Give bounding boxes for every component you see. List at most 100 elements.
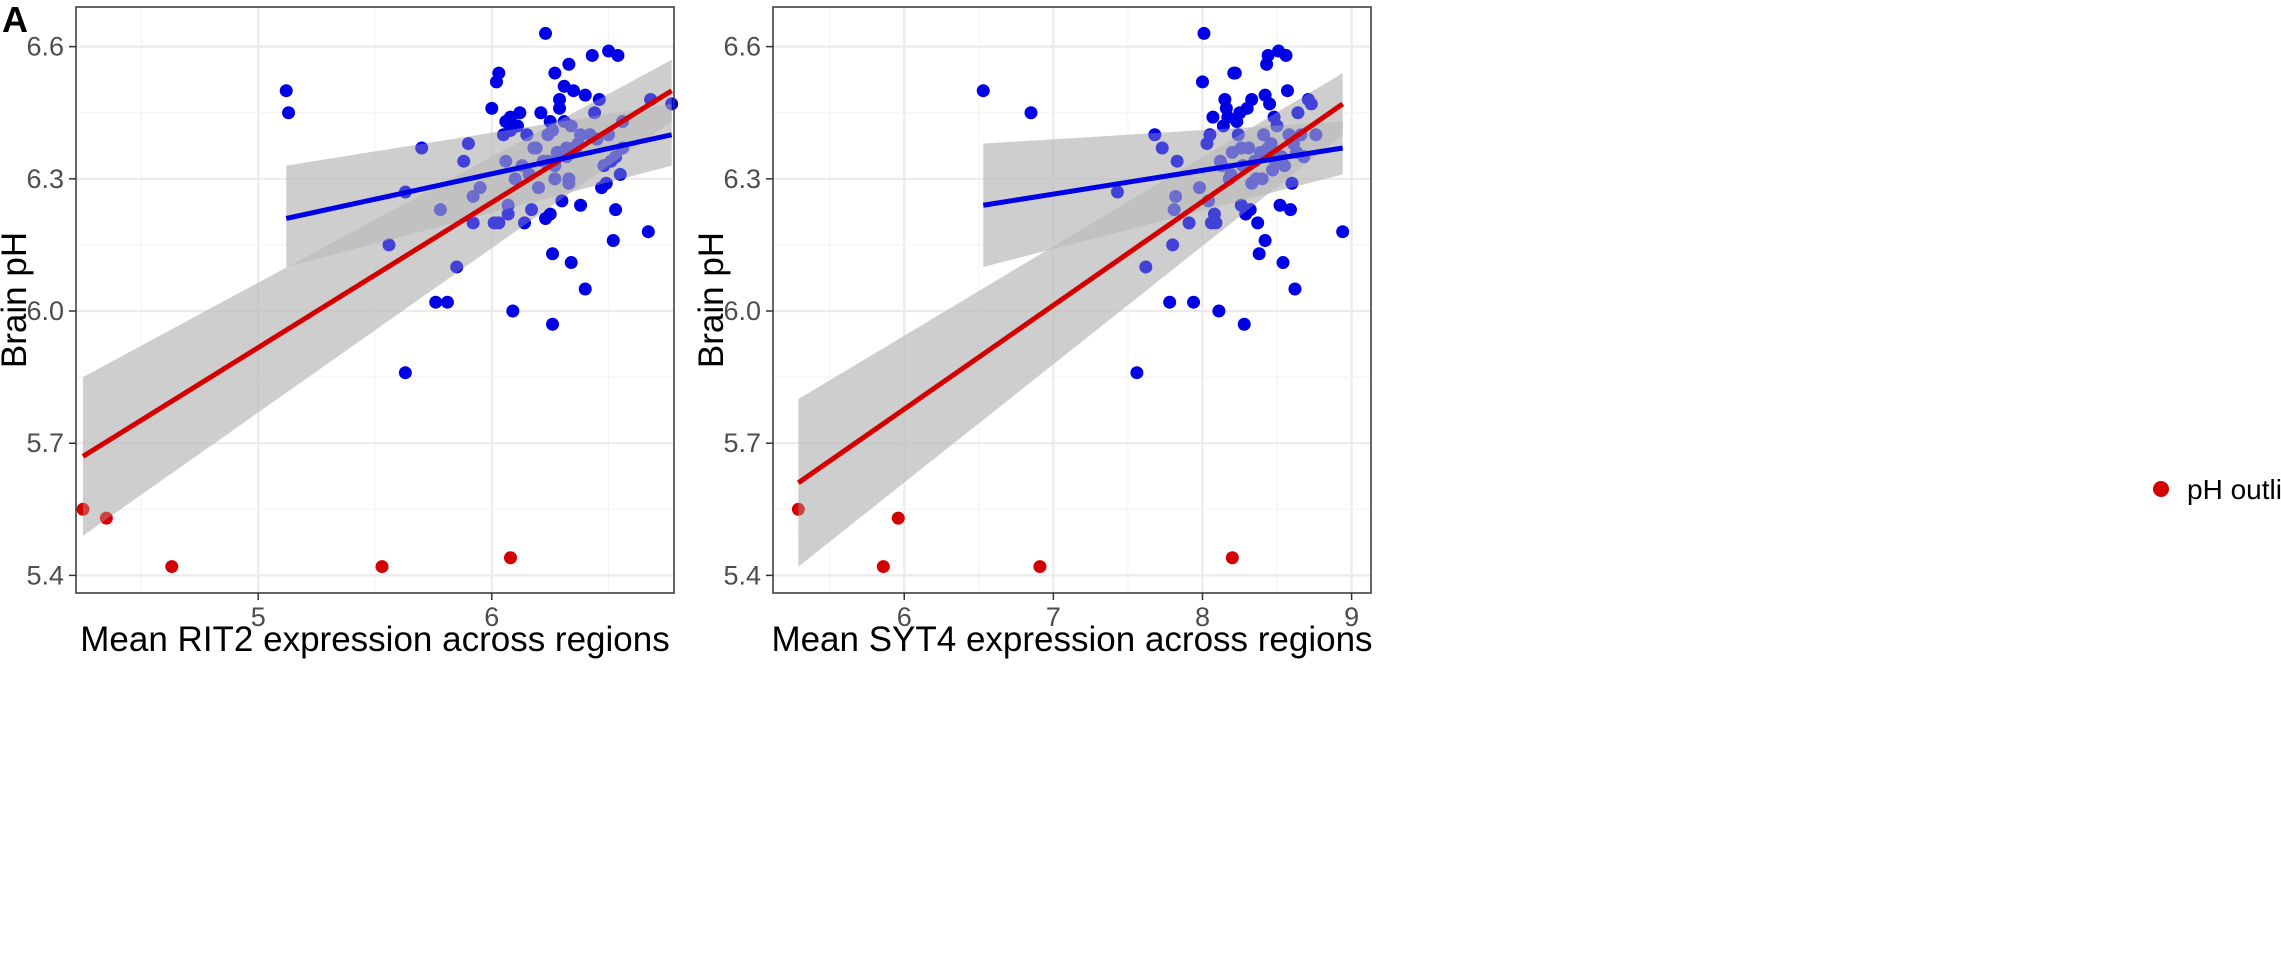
panel-b-y-tick-label: 5.7 <box>723 428 761 458</box>
panel-b-inlier-point <box>1261 48 1275 62</box>
panel-b-inlier-point <box>1304 97 1318 111</box>
panel-a-y-tick-label: 5.7 <box>26 428 64 458</box>
panel-b-inlier-point <box>1243 203 1257 217</box>
panel-a-inlier-point <box>508 172 522 186</box>
panel-a-y-tick-label: 6.6 <box>26 32 64 62</box>
panel-a-inlier-point <box>599 176 613 190</box>
panel-b-ci-overlay-fit_inliers <box>983 121 1343 267</box>
panel-b-inlier-point <box>1264 137 1278 151</box>
panel-b-y-axis-title: Brain pH <box>692 232 731 368</box>
panel-b-inlier-point <box>1209 216 1223 230</box>
panel-b-inlier-point <box>1288 282 1302 296</box>
panel-a-inlier-point <box>466 189 480 203</box>
panel-a-inlier-point <box>415 141 429 155</box>
panel-b-inlier-point <box>1257 128 1271 142</box>
panel-b-inlier-point <box>1263 97 1277 111</box>
panel-b-inlier-point <box>1270 119 1284 133</box>
panel-b-inlier-point <box>1258 234 1272 248</box>
panel-a-inlier-point <box>485 101 499 115</box>
panel-b-inlier-point <box>1228 66 1242 80</box>
panel-a-outlier-point <box>503 551 517 565</box>
panel-b-inlier-point <box>1187 295 1201 309</box>
panel-a-outlier-point <box>165 560 179 574</box>
panel-a-inlier-point <box>532 181 546 195</box>
legend-key-ph-outliers <box>2153 481 2169 497</box>
panel-b-inlier-point <box>1245 93 1259 107</box>
panel-a-fit-line-fit_all <box>81 88 673 459</box>
panel-a-inlier-point <box>382 238 396 252</box>
panel-a-x-axis-title: Mean RIT2 expression across regions <box>80 620 669 659</box>
panel-b-inlier-point <box>1197 26 1211 40</box>
panel-a-inlier-point <box>501 207 515 221</box>
panel-a-inlier-point <box>553 93 567 107</box>
panel-a-inlier-point <box>525 203 539 217</box>
panel-b-inlier-point <box>1231 128 1245 142</box>
panel-a-inlier-point <box>574 128 588 142</box>
panel-b-inlier-point <box>1285 176 1299 190</box>
panel-b-inlier-point <box>1291 106 1305 120</box>
panel-a-inlier-point <box>546 123 560 137</box>
panel-b-inlier-point <box>1255 172 1269 186</box>
panel-a-inlier-point <box>510 119 524 133</box>
panel-a-inlier-point <box>606 234 620 248</box>
panel-b-inlier-point <box>1139 260 1153 274</box>
panel-a-inlier-point <box>609 150 623 164</box>
panel-a-inlier-point <box>450 260 464 274</box>
panel-b-inlier-point <box>1273 198 1287 212</box>
panel-b-outlier-point <box>876 560 890 574</box>
panel-a-inlier-point <box>282 106 296 120</box>
panel-a-inlier-point <box>585 48 599 62</box>
panel-b-inlier-point <box>1163 295 1177 309</box>
panel-a-inlier-point <box>433 203 447 217</box>
panel-a-inlier-point <box>574 198 588 212</box>
panel-a-inlier-point <box>461 137 475 151</box>
panel-a-inlier-point <box>641 225 655 239</box>
panel-a-inlier-point <box>492 66 506 80</box>
panel-a-inlier-point <box>529 141 543 155</box>
panel-a-y-tick-label: 6.3 <box>26 164 64 194</box>
panel-b-inlier-point <box>1170 154 1184 168</box>
panel-a-inlier-point <box>513 106 527 120</box>
panel-b-inlier-point <box>1206 110 1220 124</box>
panel-b-inlier-point <box>1278 159 1292 173</box>
panel-b-inlier-point <box>1309 128 1323 142</box>
panel-a-inlier-point <box>564 256 578 270</box>
panel-a-outlier-point <box>375 560 389 574</box>
panel-b-inlier-point <box>1169 189 1183 203</box>
panel-b-inlier-point <box>976 84 990 98</box>
panel-a-inlier-point <box>588 106 602 120</box>
panel-a-inlier-point <box>578 282 592 296</box>
panel-a-outlier-point <box>76 502 90 516</box>
panel-b-outlier-point <box>891 511 905 525</box>
panel-b-inlier-point <box>1155 141 1169 155</box>
panel-a-y-tick-label: 5.4 <box>26 560 64 590</box>
panel-b-inlier-point <box>1336 225 1350 239</box>
panel-b-inlier-point <box>1251 216 1265 230</box>
panel-a-inlier-point <box>592 93 606 107</box>
panel-b-inlier-point <box>1195 75 1209 89</box>
legend: pH outliers <box>2153 474 2281 505</box>
panel-b-outlier-point <box>1033 560 1047 574</box>
panel-a-inlier-point <box>567 84 581 98</box>
panel-b-inlier-point <box>1193 181 1207 195</box>
legend-label-ph-outliers: pH outliers <box>2187 474 2281 505</box>
panel-a-inlier-point <box>562 57 576 71</box>
panel-a-inlier-point <box>279 84 293 98</box>
panel-b-inlier-point <box>1279 48 1293 62</box>
panel-b-inlier-point <box>1130 366 1144 380</box>
panel-a-ci-overlay-fit_all <box>83 59 672 536</box>
panel-a-frame <box>75 6 675 594</box>
panel-a-fit-lines <box>81 88 673 459</box>
panel-a-y-axis-title: Brain pH <box>0 232 34 368</box>
panel-a-outlier-point <box>99 511 113 525</box>
panel-b-outlier-point <box>791 502 805 516</box>
panel-a-inlier-point <box>548 66 562 80</box>
panel-a-inlier-point <box>543 207 557 221</box>
panel-a-inlier-point <box>457 154 471 168</box>
panel-b-x-axis-title: Mean SYT4 expression across regions <box>771 620 1372 659</box>
panel-a-inlier-point <box>548 172 562 186</box>
panel-a-inlier-point <box>534 106 548 120</box>
panel-b-fit-line-fit_inliers <box>982 145 1344 208</box>
